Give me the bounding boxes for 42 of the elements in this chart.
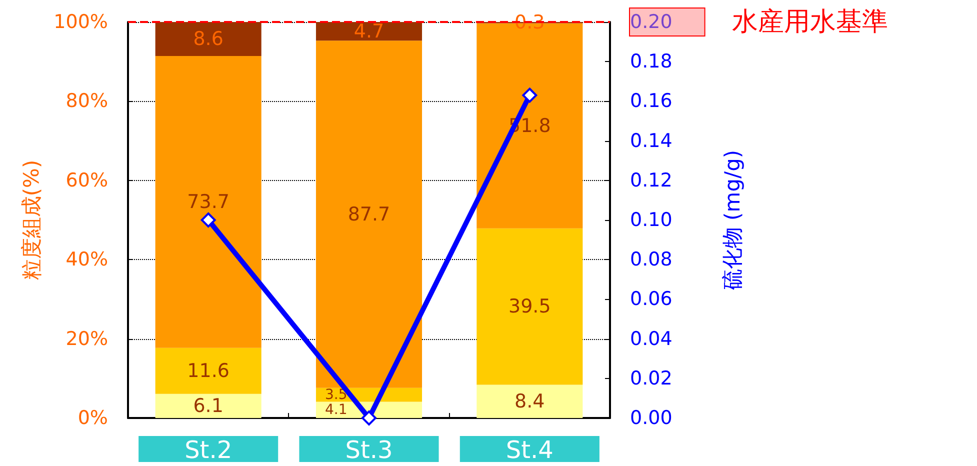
y2-axis-title: 硫化物 (mg/g) [720, 150, 744, 290]
bar [155, 22, 262, 56]
y2-tick-label: 0.06 [630, 288, 672, 310]
data-label: 87.7 [348, 203, 390, 226]
y-tick-label: 20% [66, 328, 108, 350]
y2-tick-label: 0.16 [630, 90, 672, 112]
data-label: 8.4 [514, 390, 545, 412]
y-tick-label: 0% [78, 407, 108, 429]
x-tick-label: St.4 [506, 436, 554, 464]
bar [155, 348, 262, 394]
x-tick-label: St.3 [345, 436, 393, 464]
bar [476, 384, 583, 418]
data-label: 73.7 [187, 190, 230, 213]
y-tick-label: 80% [66, 90, 108, 112]
y-axis-title: 粒度組成(%) [20, 160, 44, 280]
y2-tick-label: 0.00 [630, 407, 672, 429]
y2-tick-label: 0.18 [630, 50, 672, 73]
y2-tick-label: 0.02 [630, 367, 672, 390]
data-label: 11.6 [187, 360, 230, 382]
ref-line-label: 水産用水基準 [732, 7, 888, 37]
y-tick-label: 100% [54, 11, 108, 33]
data-label: 39.5 [508, 296, 551, 318]
bar [316, 22, 422, 41]
data-label: 4.1 [324, 402, 348, 418]
bar [155, 394, 262, 418]
point [200, 212, 216, 228]
data-label: 8.6 [193, 28, 224, 50]
x-tick-label: St.2 [184, 436, 232, 464]
data-label: 4.7 [354, 20, 384, 42]
data-label: 6.1 [193, 394, 224, 417]
point [522, 88, 538, 103]
y-tick-label: 60% [66, 169, 108, 192]
y2-tick-label: 0.20 [630, 11, 672, 33]
y2-tick-label: 0.14 [630, 130, 672, 152]
y-tick-label: 40% [66, 248, 108, 271]
point [362, 410, 376, 426]
y2-tick-label: 0.12 [630, 169, 672, 192]
y2-tick-label: 0.04 [630, 328, 672, 350]
bar [476, 228, 583, 385]
data-label: 3.5 [324, 386, 348, 403]
y2-tick-label: 0.08 [630, 248, 672, 271]
y2-tick-label: 0.10 [630, 209, 672, 231]
